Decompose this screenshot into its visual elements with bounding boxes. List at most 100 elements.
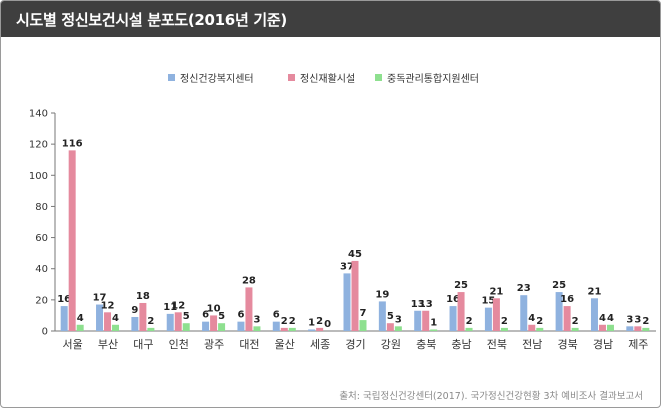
x-tick-label: 경남 <box>593 338 613 351</box>
bar-1 <box>343 273 351 331</box>
data-label: 12 <box>171 300 185 311</box>
y-tick-label: 100 <box>29 171 48 182</box>
data-label: 2 <box>572 316 579 327</box>
bar-3 <box>359 320 367 331</box>
bar-3 <box>76 324 84 331</box>
bar-3 <box>394 326 402 331</box>
x-tick-label: 인천 <box>169 337 189 351</box>
bar-1 <box>520 295 528 331</box>
bar-3 <box>112 324 120 331</box>
legend-item-community-mental-health-center: 정신건강복지센터 <box>168 70 254 85</box>
data-label: 4 <box>599 313 606 324</box>
title-bar: 시도별 정신보건시설 분포도(2016년 기준) <box>1 1 660 37</box>
bar-3 <box>218 323 226 331</box>
bar-2 <box>563 306 571 331</box>
data-label: 16 <box>57 294 71 305</box>
data-label: 5 <box>387 311 394 322</box>
bar-1 <box>166 313 174 331</box>
data-label: 4 <box>528 313 535 324</box>
y-tick-label: 0 <box>42 327 48 338</box>
data-label: 21 <box>588 286 602 297</box>
bar-2 <box>280 327 288 331</box>
data-label: 10 <box>207 303 221 314</box>
bar-3 <box>182 323 190 331</box>
bar-2 <box>210 315 218 331</box>
x-tick-label: 충남 <box>451 338 471 351</box>
x-tick-label: 제주 <box>628 338 648 351</box>
data-label: 21 <box>489 286 503 297</box>
bar-3 <box>147 327 155 331</box>
legend-label: 정신건강복지센터 <box>180 74 254 85</box>
data-label: 3 <box>626 314 633 325</box>
x-tick-label: 부산 <box>98 338 118 351</box>
y-tick-label: 120 <box>29 140 48 151</box>
data-label: 6 <box>202 310 209 321</box>
data-label: 5 <box>183 311 190 322</box>
data-label: 2 <box>642 316 649 327</box>
data-label: 19 <box>375 289 389 300</box>
data-label: 13 <box>411 299 425 310</box>
x-tick-label: 세종 <box>310 338 330 351</box>
bar-2 <box>598 324 606 331</box>
data-label: 116 <box>62 138 83 149</box>
bar-3 <box>571 327 579 331</box>
legend-item-rehabilitation-facility: 정신재활시설 <box>288 70 355 85</box>
data-label: 6 <box>237 310 244 321</box>
data-label: 12 <box>101 300 115 311</box>
data-label: 4 <box>112 313 119 324</box>
data-label: 18 <box>136 291 150 302</box>
legend-swatch <box>375 74 382 81</box>
data-label: 4 <box>607 313 614 324</box>
x-tick-label: 광주 <box>204 338 224 351</box>
data-label: 2 <box>289 316 296 327</box>
x-tick-label: 경기 <box>345 338 365 351</box>
bar-2 <box>634 326 642 331</box>
data-label: 16 <box>560 294 574 305</box>
bar-1 <box>590 298 598 331</box>
data-label: 45 <box>348 249 362 260</box>
x-tick-label: 대구 <box>133 338 153 351</box>
data-label: 17 <box>93 293 107 304</box>
bar-2 <box>245 287 253 331</box>
bar-3 <box>536 327 544 331</box>
data-label: 13 <box>419 299 433 310</box>
y-tick-label: 20 <box>35 295 48 306</box>
bar-3 <box>253 326 261 331</box>
data-label: 2 <box>316 316 323 327</box>
data-label: 25 <box>454 280 468 291</box>
source-note: 출처: 국립정신건강센터(2017). 국가정신건강현황 3차 예비조사 결과보… <box>339 391 643 402</box>
data-label: 16 <box>446 294 460 305</box>
bar-2 <box>492 298 500 331</box>
bar-3 <box>465 327 473 331</box>
bar-1 <box>96 304 104 331</box>
x-tick-label: 경북 <box>557 338 577 351</box>
bar-1 <box>237 321 245 331</box>
bar-1 <box>378 301 386 331</box>
x-tick-label: 전북 <box>487 338 507 351</box>
bar-1 <box>60 306 68 331</box>
bar-3 <box>606 324 614 331</box>
data-label: 4 <box>77 313 84 324</box>
y-tick-label: 40 <box>35 264 48 275</box>
bar-2 <box>68 150 76 331</box>
bar-3 <box>642 327 650 331</box>
data-label: 28 <box>242 275 256 286</box>
bar-3 <box>430 329 438 331</box>
bar-1 <box>202 321 210 331</box>
x-tick-label: 충북 <box>416 338 436 351</box>
bar-2 <box>457 292 465 331</box>
bar-1 <box>414 310 422 331</box>
data-label: 3 <box>395 314 402 325</box>
data-label: 2 <box>536 316 543 327</box>
data-label: 6 <box>273 310 280 321</box>
data-label: 7 <box>360 308 367 319</box>
bar-2 <box>174 312 182 331</box>
data-label: 1 <box>308 317 315 328</box>
legend-label: 중독관리통합지원센터 <box>387 74 479 85</box>
bar-1 <box>308 329 316 331</box>
legend-item-addiction-center: 중독관리통합지원센터 <box>375 70 479 85</box>
legend: 정신건강복지센터 정신재활시설 중독관리통합지원센터 <box>1 70 660 86</box>
bar-2 <box>386 323 394 331</box>
chart-title: 시도별 정신보건시설 분포도(2016년 기준) <box>16 11 287 29</box>
